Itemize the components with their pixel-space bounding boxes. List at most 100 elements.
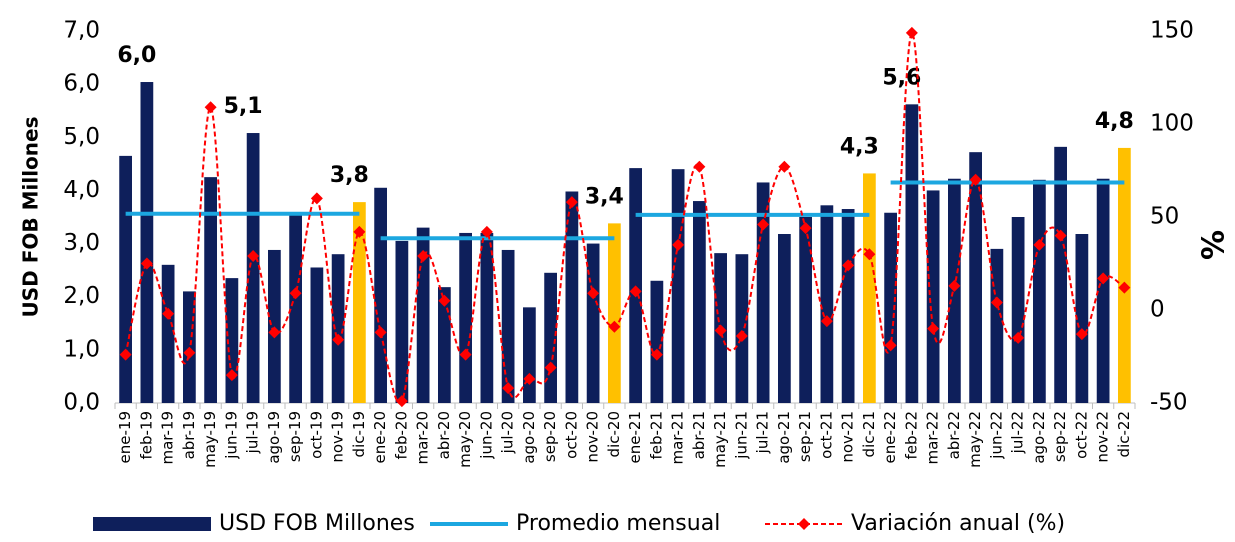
bar — [693, 201, 706, 403]
legend-swatch — [93, 517, 211, 531]
y2-tick-label: 100 — [1150, 111, 1194, 137]
x-tick-label: dic-19 — [350, 411, 368, 457]
bar — [331, 254, 345, 403]
x-tick-label: abr-19 — [180, 411, 198, 459]
marker — [544, 361, 557, 374]
x-tick-label: ago-22 — [1030, 411, 1048, 464]
marker — [735, 330, 748, 343]
marker — [842, 259, 855, 272]
data-label: 4,3 — [840, 134, 879, 159]
marker — [565, 196, 578, 209]
bar — [799, 217, 812, 403]
data-label: 3,4 — [585, 184, 624, 209]
marker — [480, 225, 493, 238]
data-label: 3,8 — [330, 163, 369, 188]
x-tick-label: mar-19 — [159, 411, 177, 465]
x-tick-label: may-22 — [966, 411, 984, 468]
x-tick-label: nov-20 — [584, 411, 602, 463]
x-tick-label: feb-20 — [392, 411, 410, 460]
y-tick-label: 3,0 — [63, 230, 100, 256]
x-tick-label: may-19 — [201, 411, 219, 468]
data-label: 6,0 — [117, 43, 156, 68]
marker — [587, 287, 600, 300]
x-tick-label: abr-21 — [690, 411, 708, 459]
x-tick-label: ago-21 — [775, 411, 793, 464]
bar — [459, 232, 472, 403]
marker — [672, 238, 685, 251]
x-tick-label: jun-20 — [477, 411, 495, 460]
marker — [502, 382, 515, 395]
bar — [841, 209, 855, 403]
x-tick-label: ene-19 — [116, 411, 134, 463]
y-axis-label: USD FOB Millones — [19, 117, 43, 318]
x-tick-label: nov-21 — [839, 411, 857, 463]
x-tick-label: sep-20 — [541, 411, 559, 462]
marker — [1118, 281, 1131, 294]
x-tick-label: jul-21 — [754, 411, 772, 454]
bar — [501, 249, 515, 403]
bar — [374, 187, 387, 403]
bar — [438, 287, 451, 403]
marker — [820, 315, 833, 328]
bar — [778, 234, 791, 403]
marker — [1012, 331, 1025, 344]
x-tick-label: feb-21 — [647, 411, 665, 460]
x-tick-label: dic-20 — [605, 411, 623, 457]
x-tick-label: jul-22 — [1009, 411, 1027, 454]
marker — [204, 101, 217, 114]
bar — [884, 212, 897, 403]
x-tick-label: mar-21 — [669, 411, 687, 465]
marker — [1054, 229, 1067, 242]
bar — [246, 133, 260, 403]
bar — [523, 307, 536, 403]
x-tick-label: nov-22 — [1094, 411, 1112, 463]
bar — [395, 240, 409, 403]
bar — [608, 223, 621, 403]
bar — [310, 267, 324, 403]
x-tick-label: ene-20 — [371, 411, 389, 463]
x-tick-label: feb-22 — [902, 411, 920, 460]
x-tick-label: mar-20 — [414, 411, 432, 465]
legend-marker — [798, 518, 810, 530]
y2-tick-label: 0 — [1150, 297, 1165, 323]
bar — [1075, 234, 1089, 403]
x-tick-label: ene-22 — [881, 411, 899, 463]
y-tick-label: 2,0 — [63, 283, 100, 309]
y2-tick-label: 150 — [1150, 18, 1194, 44]
bar — [480, 232, 494, 403]
marker — [714, 324, 727, 337]
marker — [268, 326, 281, 339]
marker — [310, 192, 323, 205]
x-tick-label: may-20 — [456, 411, 474, 468]
x-tick-label: jul-20 — [499, 411, 517, 454]
legend-label: Variación anual (%) — [851, 511, 1065, 536]
bar — [140, 82, 154, 403]
x-tick-label: jun-22 — [987, 411, 1005, 460]
x-tick-label: ago-20 — [520, 411, 538, 464]
y2-tick-label: -50 — [1150, 390, 1188, 416]
marker — [1075, 328, 1088, 341]
marker — [650, 348, 663, 361]
marker — [374, 326, 387, 339]
bar — [416, 227, 430, 403]
x-tick-label: jul-19 — [244, 411, 262, 454]
marker — [417, 250, 430, 263]
x-tick-label: abr-20 — [435, 411, 453, 459]
y-tick-label: 7,0 — [63, 18, 100, 44]
bar — [1096, 178, 1110, 403]
x-tick-label: oct-20 — [562, 411, 580, 459]
marker — [778, 160, 791, 173]
y2-axis-label: % — [1197, 230, 1232, 260]
x-tick-label: feb-19 — [137, 411, 155, 460]
marker — [884, 339, 897, 352]
data-label: 5,1 — [224, 94, 263, 119]
x-tick-label: jun-19 — [222, 411, 240, 460]
x-tick-label: ene-21 — [626, 411, 644, 463]
bar — [1033, 179, 1046, 403]
x-tick-label: nov-19 — [329, 411, 347, 463]
x-tick-label: sep-19 — [286, 411, 304, 462]
marker — [459, 348, 472, 361]
marker — [990, 296, 1003, 309]
x-tick-label: sep-21 — [796, 411, 814, 462]
y-tick-label: 0,0 — [63, 390, 100, 416]
